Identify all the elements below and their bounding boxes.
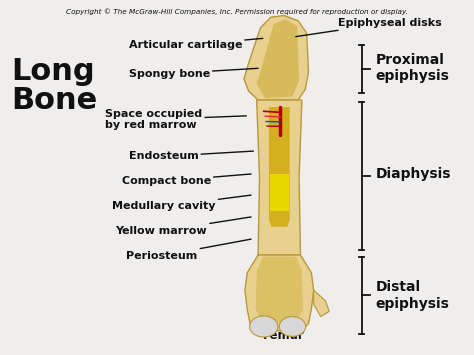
Text: Articular cartilage: Articular cartilage xyxy=(128,38,263,50)
Polygon shape xyxy=(270,174,289,211)
Text: Diaphysis: Diaphysis xyxy=(376,167,451,181)
Text: Compact bone: Compact bone xyxy=(121,174,251,186)
Polygon shape xyxy=(244,16,309,100)
Polygon shape xyxy=(245,255,314,331)
Text: Distal
epiphysis: Distal epiphysis xyxy=(376,280,450,311)
Text: Space occupied
by red marrow: Space occupied by red marrow xyxy=(105,109,246,130)
Text: Medullary cavity: Medullary cavity xyxy=(112,195,251,211)
Text: Epiphyseal disks: Epiphyseal disks xyxy=(296,17,442,37)
Text: Femur: Femur xyxy=(263,329,305,342)
Polygon shape xyxy=(269,107,290,227)
Text: Spongy bone: Spongy bone xyxy=(128,68,258,78)
Text: Long
Bone: Long Bone xyxy=(11,57,97,115)
Circle shape xyxy=(279,317,306,336)
Text: Endosteum: Endosteum xyxy=(128,151,254,162)
Polygon shape xyxy=(257,19,299,98)
Text: Yellow marrow: Yellow marrow xyxy=(115,217,251,236)
Polygon shape xyxy=(256,257,303,322)
Text: Periosteum: Periosteum xyxy=(126,239,251,261)
Polygon shape xyxy=(257,100,302,255)
Polygon shape xyxy=(314,290,329,317)
Text: Copyright © The McGraw-Hill Companies, Inc. Permission required for reproduction: Copyright © The McGraw-Hill Companies, I… xyxy=(66,9,408,15)
Circle shape xyxy=(250,316,278,337)
Text: Proximal
epiphysis: Proximal epiphysis xyxy=(376,53,450,83)
